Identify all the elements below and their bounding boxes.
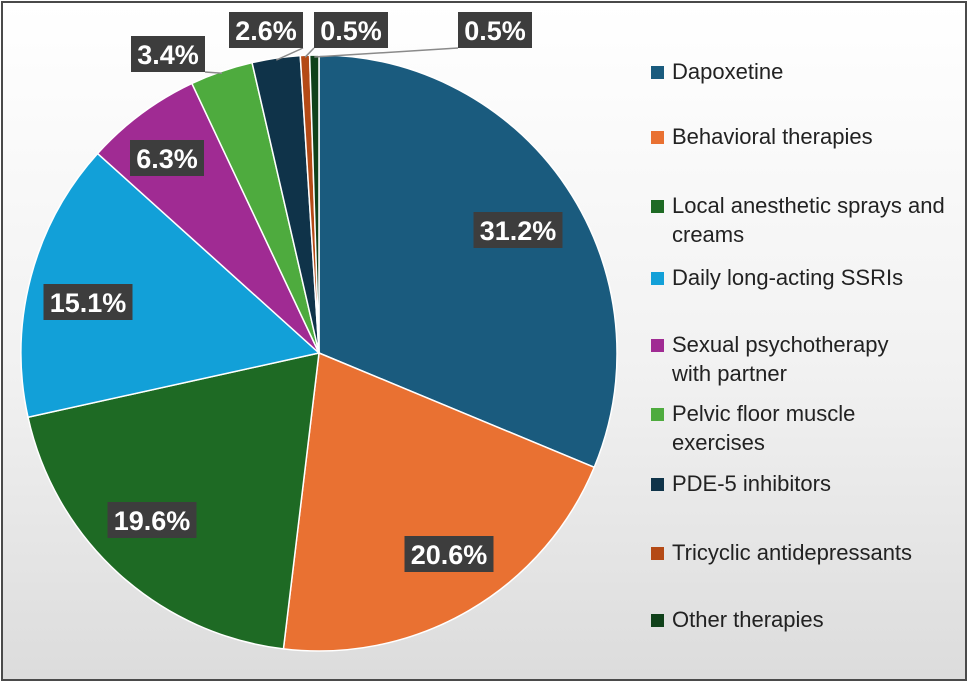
data-label-text: 31.2%: [480, 216, 557, 246]
legend-swatch: [651, 614, 664, 627]
leader-lines: [204, 47, 459, 75]
legend-label: Dapoxetine: [672, 59, 784, 84]
data-label-text: 0.5%: [320, 16, 382, 46]
data-labels: 31.2% 20.6% 19.6% 15.1% 6.3% 3.4% 2.6% 0.5% 0.5%: [43, 12, 563, 572]
legend-label: Daily long-acting SSRIs: [672, 265, 904, 290]
data-label-tricyclic-antidepressants: 0.5%: [314, 12, 388, 48]
leader-line-pelvic-floor-muscle-exercises: [204, 71, 223, 75]
data-label-box: [229, 12, 303, 48]
data-label-text: 0.5%: [464, 16, 526, 46]
pie-slice-daily-long-acting-ssris: [20, 152, 321, 419]
data-label-other-therapies: 0.5%: [458, 12, 532, 48]
data-label-box: [131, 36, 205, 72]
data-label-text: 20.6%: [411, 540, 488, 570]
legend-label: Behavioral therapies: [672, 124, 873, 149]
legend-label: PDE-5 inhibitors: [672, 471, 831, 496]
legend-label: Other therapies: [672, 607, 824, 632]
legend-item-local-anesthetic: Local anesthetic sprays and creams: [651, 191, 952, 249]
legend-label: Tricyclic antidepressants: [672, 540, 913, 565]
legend-item-dapoxetine: Dapoxetine: [651, 57, 962, 86]
data-label-behavioral-therapies: 20.6%: [404, 536, 494, 572]
data-label-box: [43, 284, 133, 320]
pie-slice-behavioral-therapies: [282, 351, 596, 652]
pie-chart: 31.2% 20.6% 19.6% 15.1% 6.3% 3.4% 2.6% 0.5% 0.5%: [20, 12, 618, 652]
pie-slices: [20, 54, 618, 652]
data-label-dapoxetine: 31.2%: [473, 212, 563, 248]
chart-legend: Dapoxetine Behavioral therapies Local an…: [651, 49, 961, 649]
data-label-text: 2.6%: [235, 16, 297, 46]
legend-swatch: [651, 339, 664, 352]
leader-line-pde-5-inhibitors: [275, 47, 304, 61]
legend-label: Pelvic floor muscle exercises: [672, 401, 856, 455]
pie-slice-other-therapies: [308, 54, 320, 354]
leader-line-tricyclic-antidepressants: [304, 47, 315, 58]
data-label-daily-long-acting-ssris: 15.1%: [43, 284, 133, 320]
legend-item-sexual-psychotherapy: Sexual psychotherapy with partner: [651, 330, 932, 388]
legend-item-other-therapies: Other therapies: [651, 605, 962, 634]
data-label-box: [404, 536, 494, 572]
legend-swatch: [651, 200, 664, 213]
data-label-pde-5-inhibitors: 2.6%: [229, 12, 303, 48]
pie-slice-local-anesthetic-sprays-and-creams: [27, 352, 320, 650]
legend-item-pelvic-floor: Pelvic floor muscle exercises: [651, 399, 902, 457]
data-label-local-anesthetic-sprays-and-creams: 19.6%: [107, 502, 197, 538]
legend-label: Local anesthetic sprays and creams: [672, 193, 945, 247]
legend-label: Sexual psychotherapy with partner: [672, 332, 889, 386]
data-label-text: 15.1%: [50, 288, 127, 318]
legend-item-pde5-inhibitors: PDE-5 inhibitors: [651, 469, 962, 498]
data-label-box: [130, 140, 204, 176]
data-label-box: [458, 12, 532, 48]
legend-swatch: [651, 547, 664, 560]
data-label-box: [107, 502, 197, 538]
leader-line-other-therapies: [314, 47, 459, 58]
legend-item-daily-ssris: Daily long-acting SSRIs: [651, 263, 962, 292]
data-label-text: 19.6%: [114, 506, 191, 536]
legend-swatch: [651, 66, 664, 79]
data-label-box: [473, 212, 563, 248]
legend-swatch: [651, 131, 664, 144]
data-label-text: 6.3%: [136, 144, 198, 174]
legend-swatch: [651, 478, 664, 491]
data-label-sexual-psychotherapy-with-partner: 6.3%: [130, 140, 204, 176]
pie-slice-dapoxetine: [318, 54, 618, 469]
legend-swatch: [651, 272, 664, 285]
legend-item-behavioral-therapies: Behavioral therapies: [651, 122, 962, 151]
data-label-pelvic-floor-muscle-exercises: 3.4%: [131, 36, 205, 72]
data-label-box: [314, 12, 388, 48]
legend-item-tricyclic: Tricyclic antidepressants: [651, 538, 962, 567]
data-label-text: 3.4%: [137, 40, 199, 70]
legend-swatch: [651, 408, 664, 421]
